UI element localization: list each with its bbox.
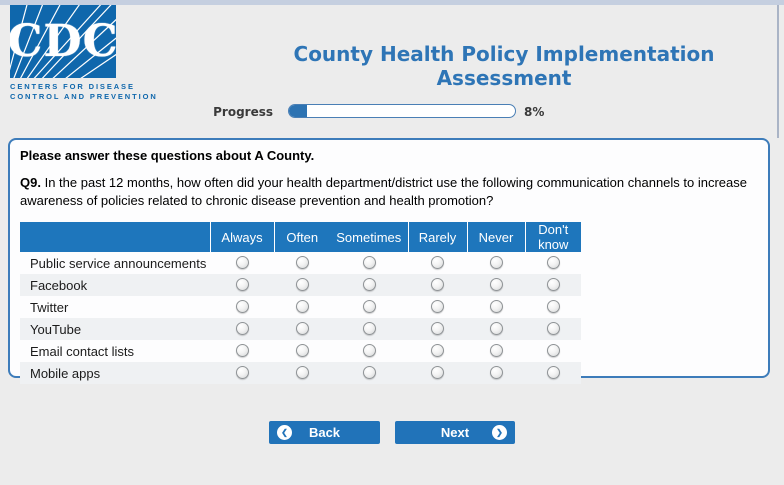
radio-email-contact-lists-always[interactable] <box>235 344 249 358</box>
radio-youtube-often[interactable] <box>295 322 309 336</box>
top-accent-bar <box>0 0 784 5</box>
radio-mobile-apps-sometimes[interactable] <box>362 366 376 380</box>
column-header-always: Always <box>209 222 274 252</box>
radio-youtube-rarely[interactable] <box>431 322 444 336</box>
next-arrow-icon: ❯ <box>492 425 507 440</box>
radio-facebook-sometimes[interactable] <box>362 278 376 292</box>
radio-mobile-apps-often[interactable] <box>295 366 309 380</box>
radio-mobile-apps-always[interactable] <box>235 366 249 380</box>
radio-mobile-apps-don-t-know[interactable] <box>546 366 560 380</box>
radio-twitter-never[interactable] <box>489 300 503 314</box>
question-text: Q9. In the past 12 months, how often did… <box>20 175 747 208</box>
row-label-youtube: YouTube <box>20 318 210 340</box>
column-header-rarely: Rarely <box>407 222 467 252</box>
question-panel: Please answer these questions about A Co… <box>8 138 770 384</box>
column-header-sometimes: Sometimes <box>330 222 408 252</box>
row-label-facebook: Facebook <box>20 274 210 296</box>
progress-bar <box>288 104 516 118</box>
row-label-email-contact-lists: Email contact lists <box>30 343 135 359</box>
progress-fill <box>289 105 308 117</box>
back-button[interactable]: ❮ Back <box>269 421 380 444</box>
radio-youtube-never[interactable] <box>489 322 503 336</box>
radio-twitter-sometimes[interactable] <box>362 300 376 314</box>
table-row-mobile-apps: Mobile apps <box>20 362 581 384</box>
radio-facebook-don-t-know[interactable] <box>546 278 560 292</box>
radio-facebook-always[interactable] <box>235 278 249 292</box>
page-header: CDC CENTERS FOR DISEASE CONTROL AND PREV… <box>0 5 779 138</box>
radio-email-contact-lists-sometimes[interactable] <box>362 344 376 358</box>
radio-twitter-often[interactable] <box>295 300 309 314</box>
radio-email-contact-lists-don-t-know[interactable] <box>546 344 560 358</box>
cdc-logo-caption: CENTERS FOR DISEASE CONTROL AND PREVENTI… <box>10 82 158 101</box>
radio-email-contact-lists-never[interactable] <box>489 344 503 358</box>
table-row-facebook: Facebook <box>20 274 581 296</box>
radio-mobile-apps-never[interactable] <box>489 366 503 380</box>
answer-matrix: Always Often Sometimes Rarely Never Don't kno… <box>20 222 581 384</box>
radio-facebook-often[interactable] <box>295 278 309 292</box>
radio-youtube-always[interactable] <box>235 322 249 336</box>
table-row-youtube: YouTube <box>20 318 581 340</box>
table-row-public-service-announcements: Public service announcements <box>20 252 581 274</box>
radio-facebook-never[interactable] <box>489 278 503 292</box>
page-title: County Health Policy Implementation Asse… <box>293 42 715 90</box>
back-arrow-icon: ❮ <box>277 425 292 440</box>
matrix-corner-cell <box>20 222 210 252</box>
radio-youtube-sometimes[interactable] <box>362 322 376 336</box>
next-button-label: Next <box>440 425 470 440</box>
row-label-mobile-apps: Mobile apps <box>20 362 210 384</box>
radio-twitter-rarely[interactable] <box>431 300 444 314</box>
progress-percent: 8% <box>524 105 545 119</box>
radio-email-contact-lists-often[interactable] <box>295 344 309 358</box>
radio-public-service-announcements-often[interactable] <box>295 256 309 270</box>
nav-buttons: ❮ Back Next ❯ <box>0 421 784 444</box>
radio-email-contact-lists-rarely[interactable] <box>431 344 444 358</box>
radio-public-service-announcements-always[interactable] <box>235 256 249 270</box>
table-row-email-contact-lists: Email contact lists <box>20 340 581 362</box>
intro-text: Please answer these questions about A Co… <box>20 148 315 163</box>
column-header-often: Often <box>273 222 330 252</box>
question-number: Q9. <box>20 175 41 190</box>
radio-facebook-rarely[interactable] <box>431 278 444 292</box>
radio-public-service-announcements-never[interactable] <box>489 256 503 270</box>
cdc-logo-icon: CDC <box>10 5 116 78</box>
cdc-logo: CDC CENTERS FOR DISEASE CONTROL AND PREV… <box>10 5 158 102</box>
radio-twitter-don-t-know[interactable] <box>546 300 560 314</box>
next-button[interactable]: Next ❯ <box>395 421 515 444</box>
radio-mobile-apps-rarely[interactable] <box>431 366 444 380</box>
radio-public-service-announcements-rarely[interactable] <box>431 256 444 270</box>
radio-twitter-always[interactable] <box>235 300 249 314</box>
radio-public-service-announcements-don-t-know[interactable] <box>546 256 560 270</box>
radio-public-service-announcements-sometimes[interactable] <box>362 256 376 270</box>
back-button-label: Back <box>308 425 341 440</box>
table-row-twitter: Twitter <box>20 296 581 318</box>
column-header-don-t-know: Don't know <box>524 222 581 252</box>
row-label-twitter: Twitter <box>30 299 69 315</box>
progress-label: Progress <box>213 105 273 119</box>
row-label-public-service-announcements: Public service announcements <box>30 255 207 271</box>
cdc-logo-text: CDC <box>10 16 116 67</box>
radio-youtube-don-t-know[interactable] <box>546 322 560 336</box>
column-header-never: Never <box>466 222 525 252</box>
